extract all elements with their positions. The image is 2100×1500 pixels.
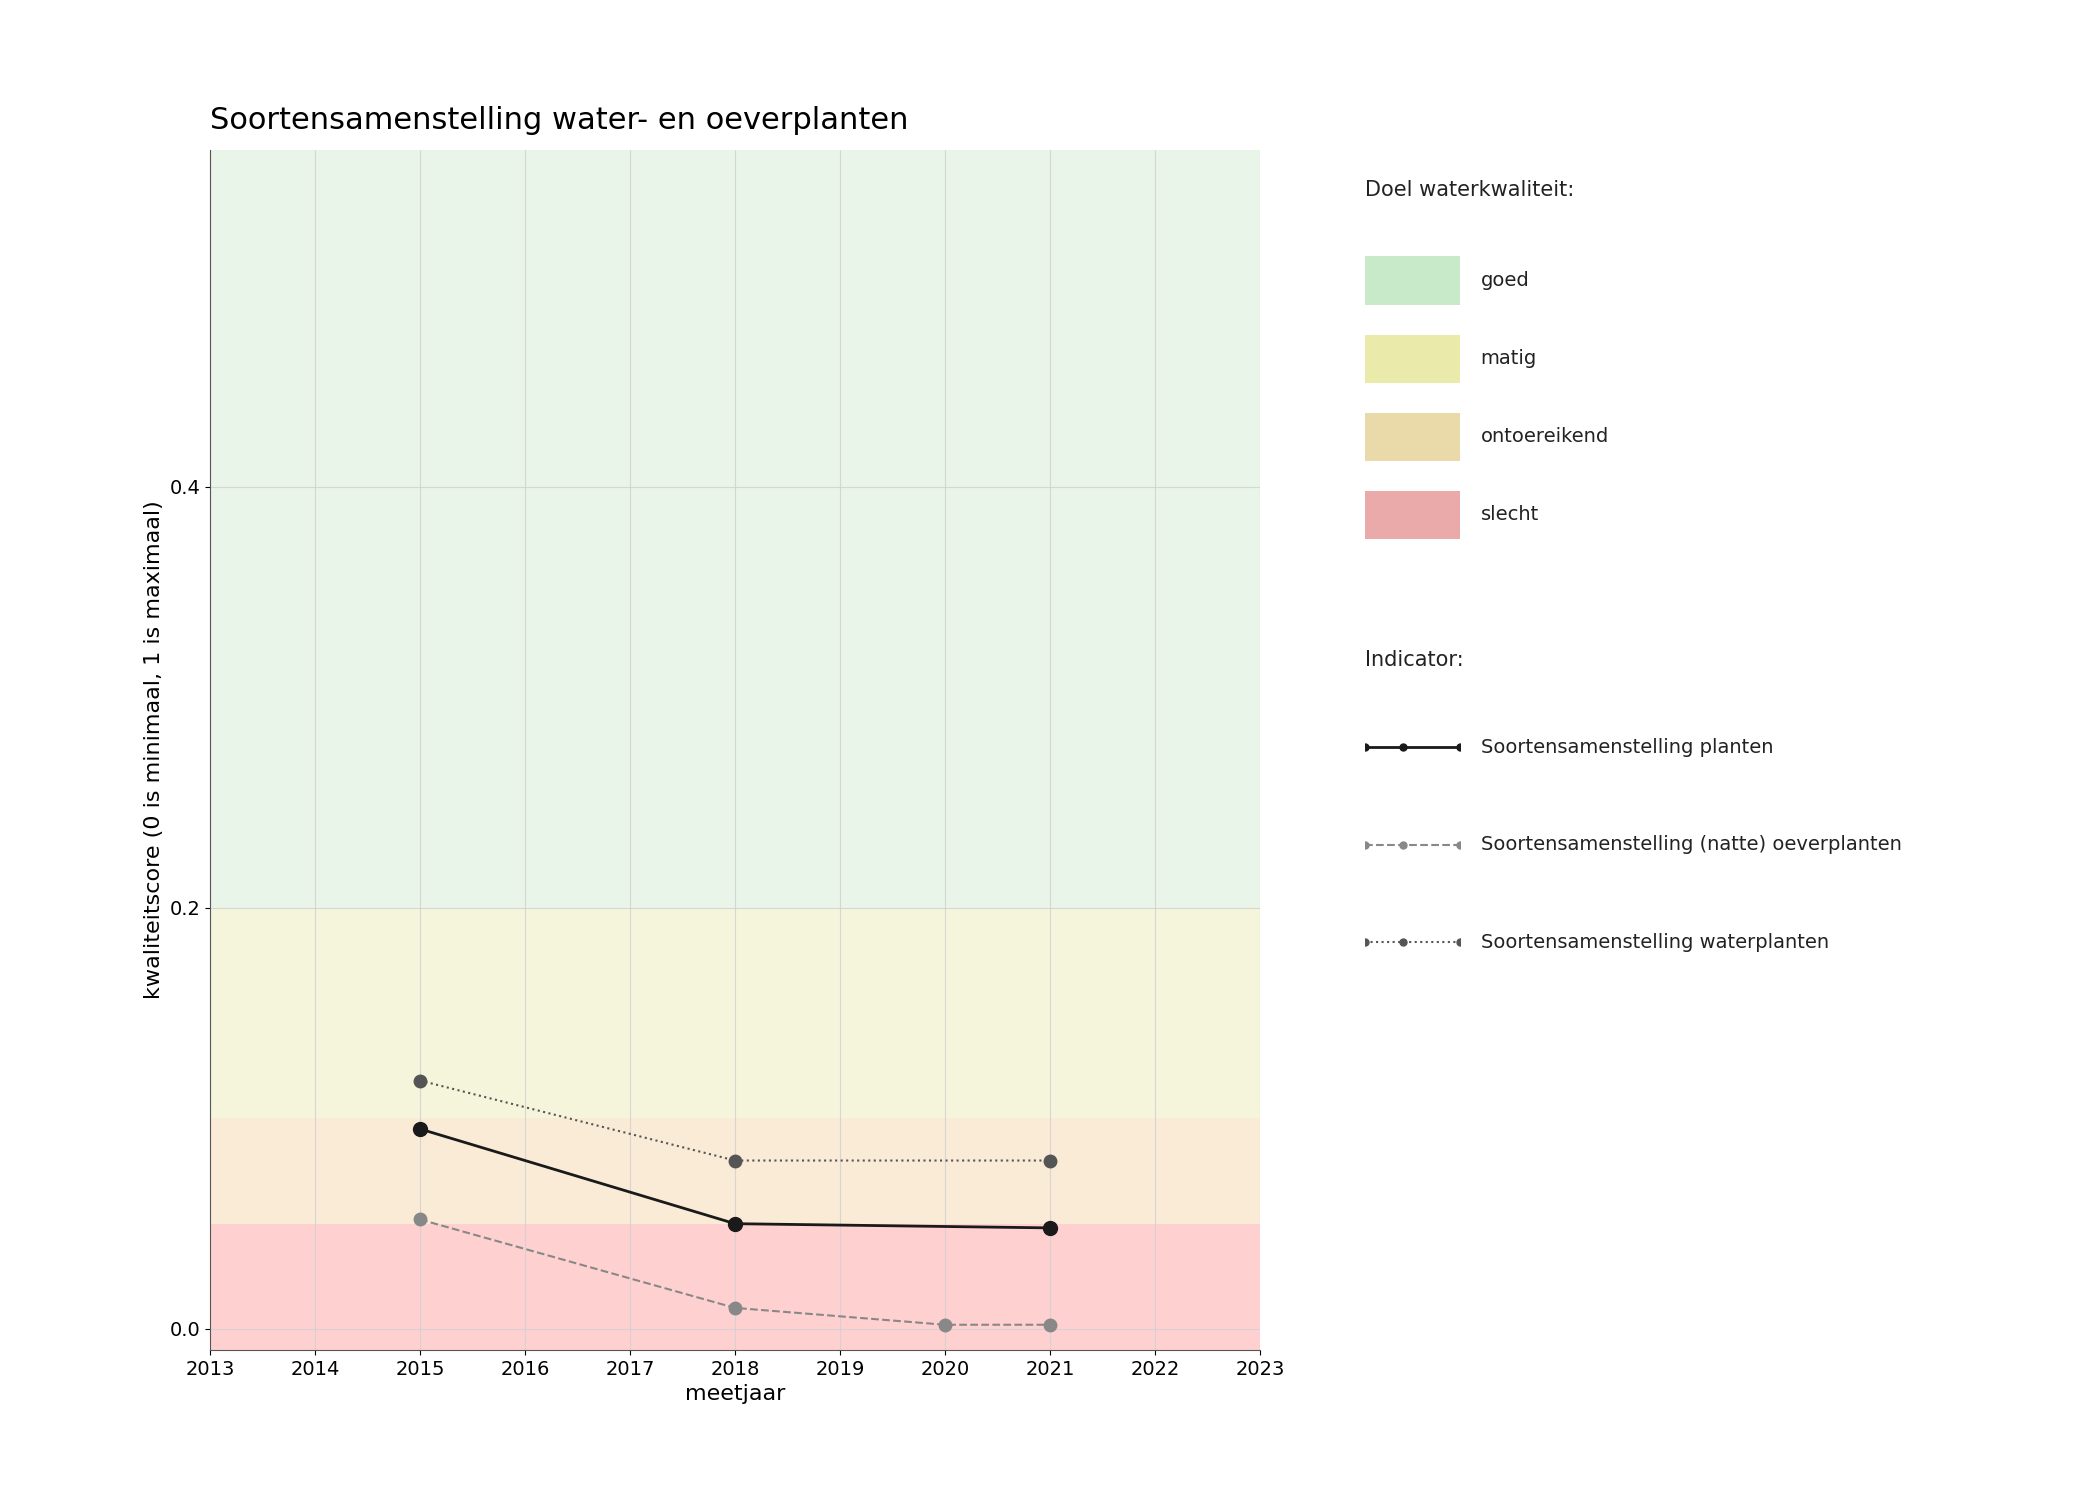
Text: ontoereikend: ontoereikend	[1480, 427, 1609, 445]
Text: matig: matig	[1480, 350, 1537, 368]
Text: Indicator:: Indicator:	[1365, 650, 1464, 669]
Text: Soortensamenstelling (natte) oeverplanten: Soortensamenstelling (natte) oeverplante…	[1480, 836, 1900, 854]
Text: Soortensamenstelling water- en oeverplanten: Soortensamenstelling water- en oeverplan…	[210, 106, 909, 135]
Text: slecht: slecht	[1480, 506, 1539, 524]
Bar	[210, 908, 1260, 1119]
Bar	[210, 1224, 1260, 1350]
X-axis label: meetjaar: meetjaar	[685, 1384, 785, 1404]
Bar	[210, 1119, 1260, 1224]
Text: Doel waterkwaliteit:: Doel waterkwaliteit:	[1365, 180, 1575, 200]
Text: goed: goed	[1480, 272, 1529, 290]
Bar	[210, 150, 1260, 908]
Text: Soortensamenstelling planten: Soortensamenstelling planten	[1480, 738, 1772, 756]
Text: Soortensamenstelling waterplanten: Soortensamenstelling waterplanten	[1480, 933, 1829, 951]
Y-axis label: kwaliteitscore (0 is minimaal, 1 is maximaal): kwaliteitscore (0 is minimaal, 1 is maxi…	[143, 501, 164, 999]
